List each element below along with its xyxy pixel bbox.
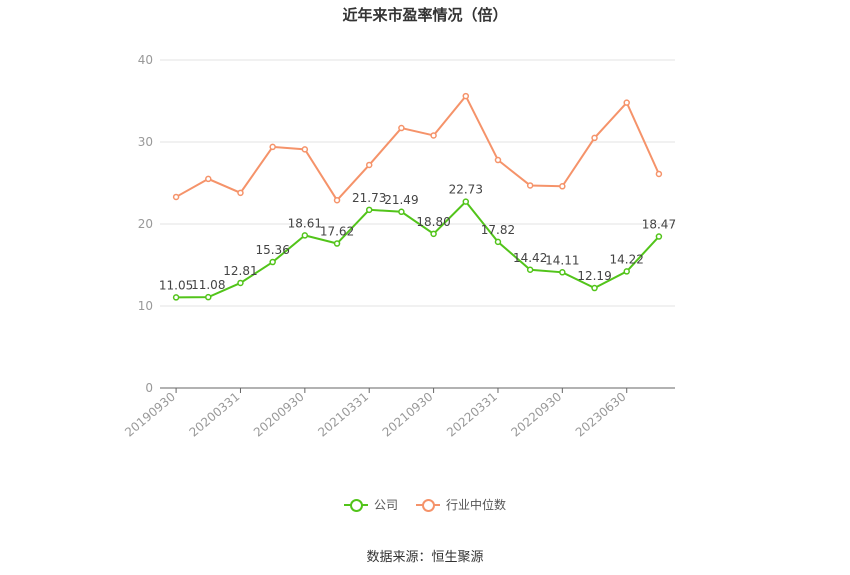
industry-median-data-point (333, 196, 341, 204)
legend-industry-median-label: 行业中位数 (446, 498, 507, 512)
company-data-point (398, 208, 405, 216)
company-data-label: 14.42 (513, 251, 547, 265)
company-data-label: 15.36 (255, 243, 289, 257)
company-data-point (301, 232, 309, 239)
company-data-label: 18.47 (642, 218, 676, 232)
industry-median-data-point (205, 175, 212, 183)
company-data-label: 18.80 (416, 215, 450, 229)
company-data-label: 18.61 (288, 216, 322, 230)
industry-median-data-point (623, 99, 630, 106)
legend-item-company[interactable]: 公司 (343, 496, 398, 513)
company-data-point (430, 230, 437, 238)
company-data-point (333, 240, 341, 247)
industry-median-data-point (526, 182, 534, 189)
source-note: 数据来源：恒生聚源 (366, 550, 484, 565)
company-data-label: 14.22 (610, 252, 644, 266)
company-data-point (205, 293, 212, 301)
x-tick-label: 20200930 (251, 390, 307, 440)
company-data-point (591, 284, 598, 292)
industry-median-data-point (301, 146, 309, 153)
company-data-point (237, 279, 244, 287)
chart-title: 近年来市盈率情况（倍） (342, 6, 508, 24)
company-data-point (655, 233, 663, 240)
industry-median-data-point (494, 156, 502, 164)
company-data-point (526, 266, 534, 274)
industry-median-data-point (365, 161, 373, 169)
industry-median-data-point (559, 183, 566, 190)
y-tick-label: 0 (145, 381, 153, 395)
company-data-point (623, 268, 630, 275)
x-tick-label: 20230630 (573, 390, 629, 440)
legend-industry-median-marker-icon (416, 498, 440, 512)
company-data-point (494, 238, 502, 246)
company-data-point (462, 198, 470, 205)
y-tick-label: 10 (138, 299, 153, 313)
legend-item-industry-median[interactable]: 行业中位数 (416, 496, 506, 513)
legend-company-marker-icon (343, 498, 368, 512)
company-data-label: 11.08 (191, 278, 225, 292)
company-data-point (365, 206, 373, 214)
company-data-point (269, 258, 276, 266)
company-data-label: 21.49 (384, 193, 418, 207)
company-data-point (172, 294, 180, 301)
x-tick-label: 20190930 (122, 390, 178, 440)
industry-median-data-point (172, 193, 180, 201)
company-series-line (176, 200, 660, 299)
industry-median-data-point (462, 92, 470, 100)
company-data-label: 12.19 (577, 269, 611, 283)
company-data-label: 12.81 (223, 264, 257, 278)
x-tick-label: 20200331 (187, 390, 243, 440)
x-tick-label: 20210930 (380, 390, 436, 440)
industry-median-data-point (655, 170, 663, 178)
industry-median-data-point (430, 132, 437, 139)
company-data-label: 22.73 (449, 183, 483, 197)
industry-median-data-point (269, 143, 276, 151)
x-tick-label: 20220930 (508, 390, 564, 440)
y-tick-label: 40 (138, 53, 153, 67)
industry-median-series-line (175, 94, 660, 202)
company-data-label: 21.73 (352, 191, 386, 205)
company-data-label: 11.05 (159, 278, 193, 292)
x-tick-label: 20220331 (444, 390, 500, 440)
industry-median-data-point (398, 124, 405, 132)
company-data-label: 14.11 (545, 253, 579, 267)
company-data-label: 17.62 (320, 225, 354, 239)
legend: 公司 行业中位数 (0, 496, 850, 513)
industry-median-data-point (237, 189, 244, 197)
company-data-point (559, 269, 566, 276)
industry-median-data-point (591, 134, 598, 142)
company-data-label: 17.82 (481, 223, 515, 237)
y-tick-label: 30 (138, 135, 153, 149)
legend-company-label: 公司 (373, 498, 398, 512)
x-tick-label: 20210331 (315, 390, 371, 440)
y-tick-label: 20 (138, 217, 153, 231)
